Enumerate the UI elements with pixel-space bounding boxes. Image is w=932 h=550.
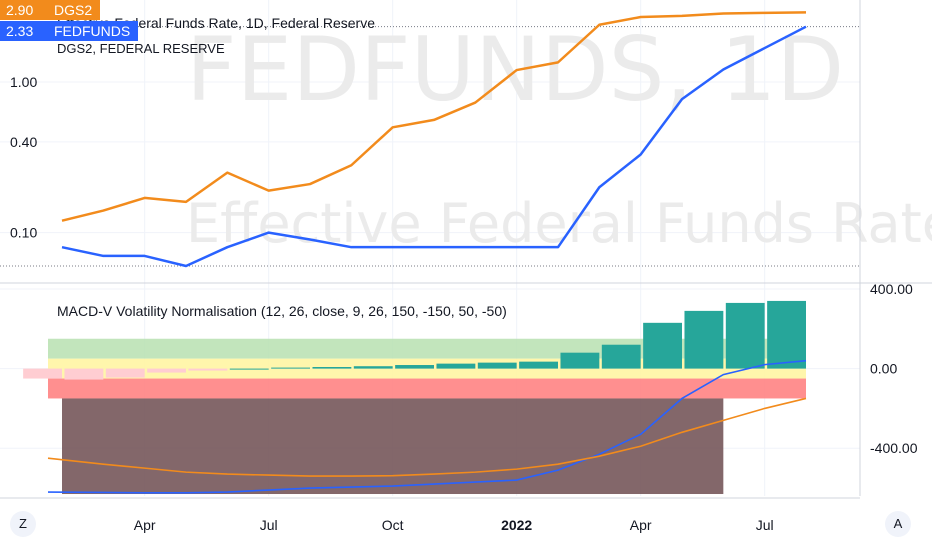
fedfunds-line [61, 25, 807, 268]
x-tick-label: Jul [756, 517, 774, 533]
histogram-bar [23, 368, 62, 379]
histogram-bar [395, 365, 434, 369]
histogram-bar [601, 344, 641, 369]
dgs2-symbol: DGS2 [46, 0, 101, 20]
y-tick-label: -400.00 [870, 440, 918, 456]
histogram-bar [353, 366, 393, 369]
dgs2-line [61, 11, 807, 222]
x-tick-label: 2022 [501, 517, 532, 533]
y-tick-label: 1.00 [10, 74, 37, 90]
x-tick-label: Jul [260, 517, 278, 533]
macd-line [47, 397, 807, 477]
fedfunds-last-value: 2.33 [0, 21, 46, 41]
histogram-bar [229, 368, 269, 370]
dgs2-tag[interactable]: 2.90 DGS2 [0, 0, 101, 20]
histogram-bar [684, 310, 724, 369]
macd-zone [48, 368, 806, 379]
x-tick-label: Apr [134, 517, 156, 533]
fedfunds-symbol: FEDFUNDS [46, 21, 139, 41]
fedfunds-tag[interactable]: 2.33 FEDFUNDS [0, 21, 139, 41]
y-tick-label: 0.00 [870, 361, 897, 377]
y-tick-label: 0.40 [10, 134, 37, 150]
histogram-bar [560, 352, 600, 369]
histogram-bar [64, 368, 104, 380]
dgs2-last-value: 2.90 [0, 0, 46, 20]
y-axis[interactable]: 1.00 0.40 0.10 400.00 0.00 -400.00 [10, 0, 918, 496]
time-axis[interactable]: Apr Jul Oct 2022 Apr Jul [0, 497, 860, 533]
histogram-bar [477, 362, 517, 369]
histogram-bar [188, 368, 228, 371]
histogram-bar [725, 302, 765, 369]
histogram-bar [105, 368, 145, 378]
x-tick-label: Apr [630, 517, 652, 533]
histogram-bar [519, 361, 558, 369]
y-tick-label: 400.00 [870, 281, 913, 297]
macd-line [47, 359, 807, 494]
histogram-bar [643, 322, 682, 369]
histogram-bar [312, 367, 352, 369]
macd-zone [62, 398, 724, 495]
y-tick-label: 0.10 [10, 225, 37, 241]
auto-scale-button[interactable]: A [885, 511, 911, 537]
price-pane[interactable] [0, 11, 860, 268]
macd-indicator-title: MACD-V Volatility Normalisation (12, 26,… [57, 303, 507, 319]
watermark-symbol: FEDFUNDS, 1D [186, 18, 844, 121]
x-tick-label: Oct [382, 517, 404, 533]
histogram-bar [436, 363, 476, 369]
histogram-bar [271, 367, 310, 369]
macd-pane[interactable] [23, 300, 807, 495]
macd-zone [48, 358, 806, 369]
zoom-button[interactable]: Z [10, 511, 36, 537]
compare-series-title: DGS2, FEDERAL RESERVE [57, 41, 225, 56]
macd-zone [48, 378, 806, 399]
histogram-bar [147, 368, 186, 373]
histogram-bar [767, 300, 806, 369]
